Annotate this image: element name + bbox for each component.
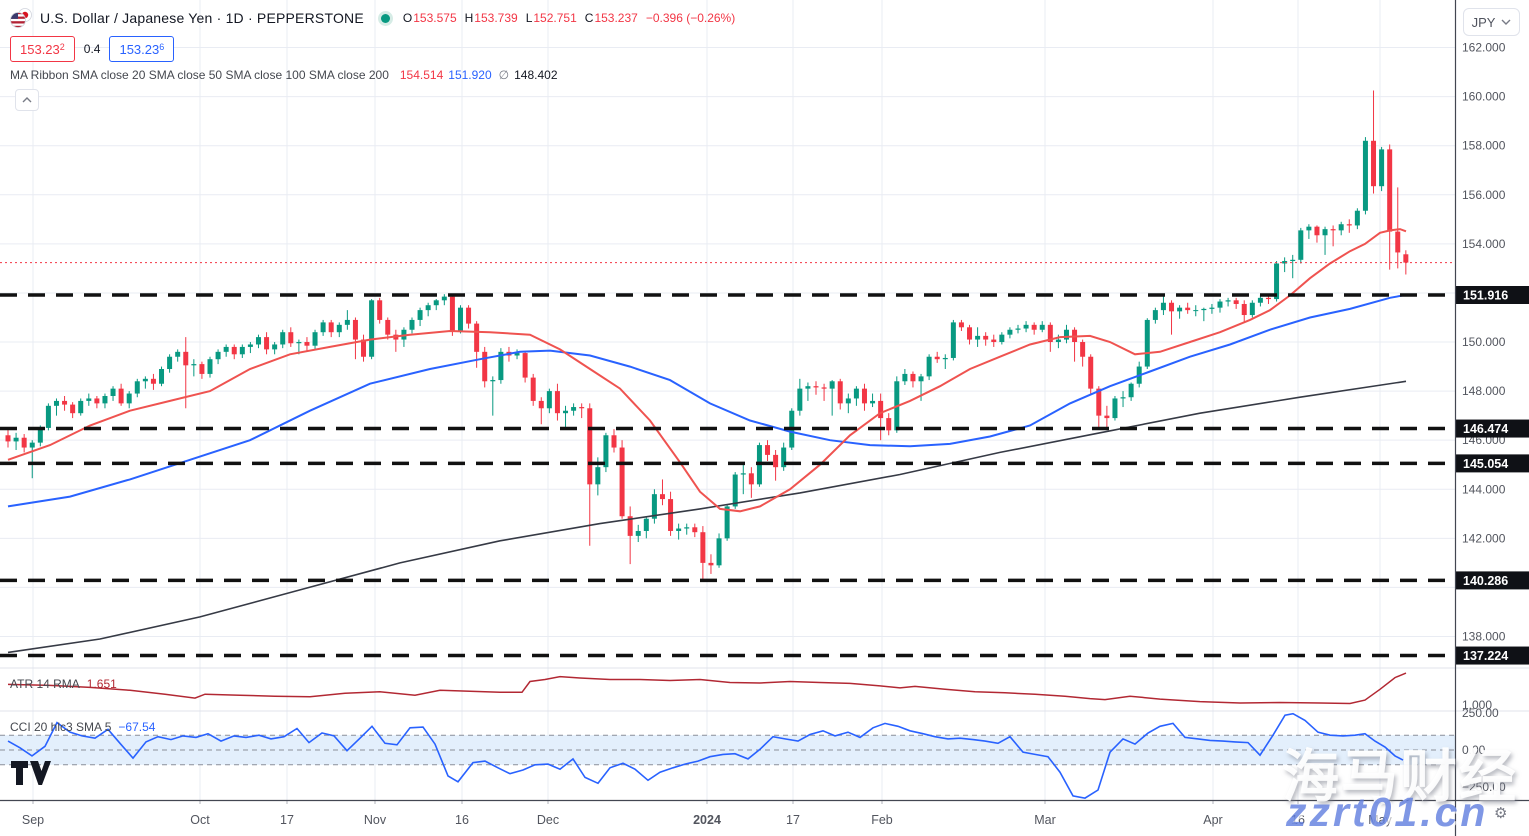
price-axis-label: 138.000 [1462,629,1506,643]
symbol-title[interactable]: U.S. Dollar / Japanese Yen · 1D · PEPPER… [40,10,364,26]
atr-pane[interactable] [0,668,1455,711]
currency-unit-dropdown[interactable]: JPY [1463,8,1520,36]
level-price-badge: 146.474 [1463,422,1508,436]
sma200-line [7,380,1407,654]
pane-separators [0,667,1529,712]
price-axis-label: 156.000 [1462,188,1506,202]
chevron-down-icon [1501,19,1511,25]
currency-pair-flag-icon [10,8,32,28]
price-axis-label: 144.000 [1462,482,1506,496]
sma200-value: 148.402 [514,68,558,82]
ohlc-values: O 153.575 H 153.739 L 152.751 C 153.237 −0.3… [402,11,736,25]
change-value: −0.396 (−0.26%) [645,11,736,25]
price-axis-label: 148.000 [1462,384,1506,398]
time-axis-label: 17 [280,813,294,827]
price-axis-label: 162.000 [1462,41,1506,55]
time-axis-label: Mar [1034,813,1056,827]
sma20-value: 154.514 [399,68,444,82]
time-axis-label: Sep [22,813,44,827]
cci-legend-label[interactable]: CCI 20 hlc3 SMA 5 [10,720,112,734]
atr-axis-label: 1.000 [1462,698,1492,712]
time-axis-label: 16 [1291,813,1305,827]
time-axis-label: 16 [455,813,469,827]
cci-axis-label: 250.00 [1462,706,1499,720]
buy-button[interactable]: 153.236 [109,36,175,62]
atr-legend-label[interactable]: ATR 14 RMA [10,677,80,691]
price-axis-label: 158.000 [1462,139,1506,153]
time-axis-label: Feb [871,813,893,827]
time-axis-label: 17 [786,813,800,827]
price-axis-labels: 162.000 160.000 158.000 156.000 154.000 150.0… [1462,41,1506,794]
level-price-badge: 140.286 [1463,574,1508,588]
time-axis-label: May [1368,813,1392,827]
price-axis-label: 160.000 [1462,90,1506,104]
atr-value: 1.651 [86,677,117,691]
cci-axis-label: 0.00 [1462,743,1486,757]
cci-indicator [0,712,1455,799]
sma100-line [7,293,1407,508]
average-symbol: ∅ [498,68,510,82]
ma-ribbon-legend[interactable]: MA Ribbon SMA close 20 SMA close 50 SMA … [10,68,558,82]
bid-ask-row: 153.232 0.4 153.236 [10,36,175,62]
cci-pane[interactable] [0,711,1455,800]
gear-icon[interactable]: ⚙ [1494,804,1508,822]
time-axis-label: Dec [537,813,559,827]
price-axis[interactable] [1455,0,1529,800]
price-axis-label: 150.000 [1462,335,1506,349]
time-axis-label: Nov [364,813,387,827]
price-axis-label: 154.000 [1462,237,1506,251]
market-status-icon[interactable] [380,13,390,23]
close-value: 153.237 [594,11,638,25]
price-level-badges: 151.916 146.474 145.054 140.286 137.224 [1456,286,1529,665]
ma-ribbon-lines [7,228,1407,654]
main-chart-pane[interactable] [0,0,1455,668]
sma20-line [7,228,1407,513]
time-axis-label: 2024 [693,813,721,827]
time-axis-label: Apr [1203,813,1222,827]
cci-value: −67.54 [118,720,156,734]
level-price-badge: 145.054 [1463,457,1508,471]
tradingview-logo[interactable] [10,760,52,786]
symbol-legend: U.S. Dollar / Japanese Yen · 1D · PEPPER… [10,8,735,28]
currency-unit-label: JPY [1471,14,1496,30]
level-price-badge: 151.916 [1463,289,1508,303]
time-axis-labels: Sep Oct 17 Nov 16 Dec 2024 17 Feb Mar Apr 16 May [22,800,1393,827]
open-value: 153.575 [413,11,457,25]
atr-indicator [7,672,1407,705]
time-axis-label: Oct [190,813,210,827]
sma100-value: 151.920 [448,68,492,82]
spread-value: 0.4 [83,42,101,56]
sell-button[interactable]: 153.232 [10,36,75,62]
grid-lines [0,0,1455,800]
chevron-up-icon [22,97,32,103]
cci-axis-label: −250.00 [1462,780,1506,794]
time-axis[interactable] [0,800,1455,836]
level-price-badge: 137.224 [1463,649,1508,663]
low-value: 152.751 [533,11,577,25]
collapse-legend-button[interactable] [15,89,39,111]
horizontal-level-lines[interactable] [0,293,1455,658]
price-axis-label: 142.000 [1462,531,1506,545]
high-value: 153.739 [474,11,518,25]
ma-ribbon-params: MA Ribbon SMA close 20 SMA close 50 SMA … [10,68,389,82]
